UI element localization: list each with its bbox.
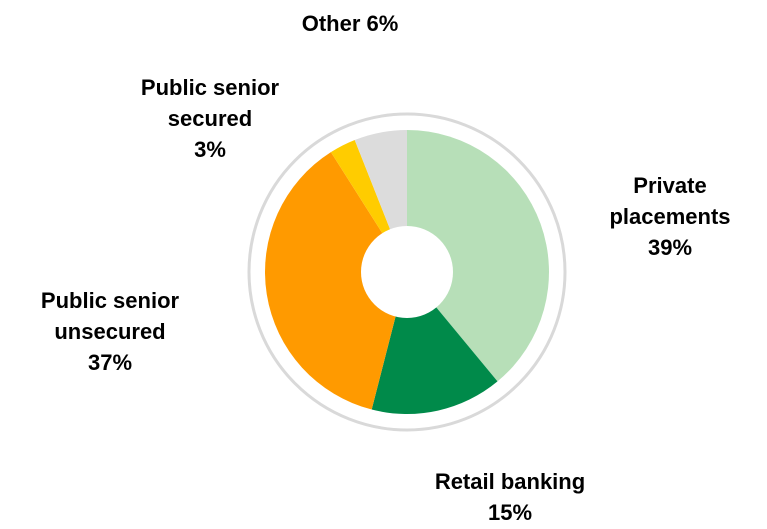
center-hole [361, 226, 453, 318]
label-other: Other 6% [301, 11, 399, 36]
label-private-placements: Private placements 39% [609, 173, 731, 260]
slice-public-senior-unsecured [265, 152, 407, 410]
slice-private-placements [407, 130, 549, 382]
label-public-senior-secured: Public senior secured 3% [140, 75, 280, 162]
label-public-senior-unsecured: Public senior unsecured 37% [40, 288, 180, 375]
outer-ring [247, 112, 567, 432]
label-retail-banking: Retail banking 15% [434, 469, 586, 525]
